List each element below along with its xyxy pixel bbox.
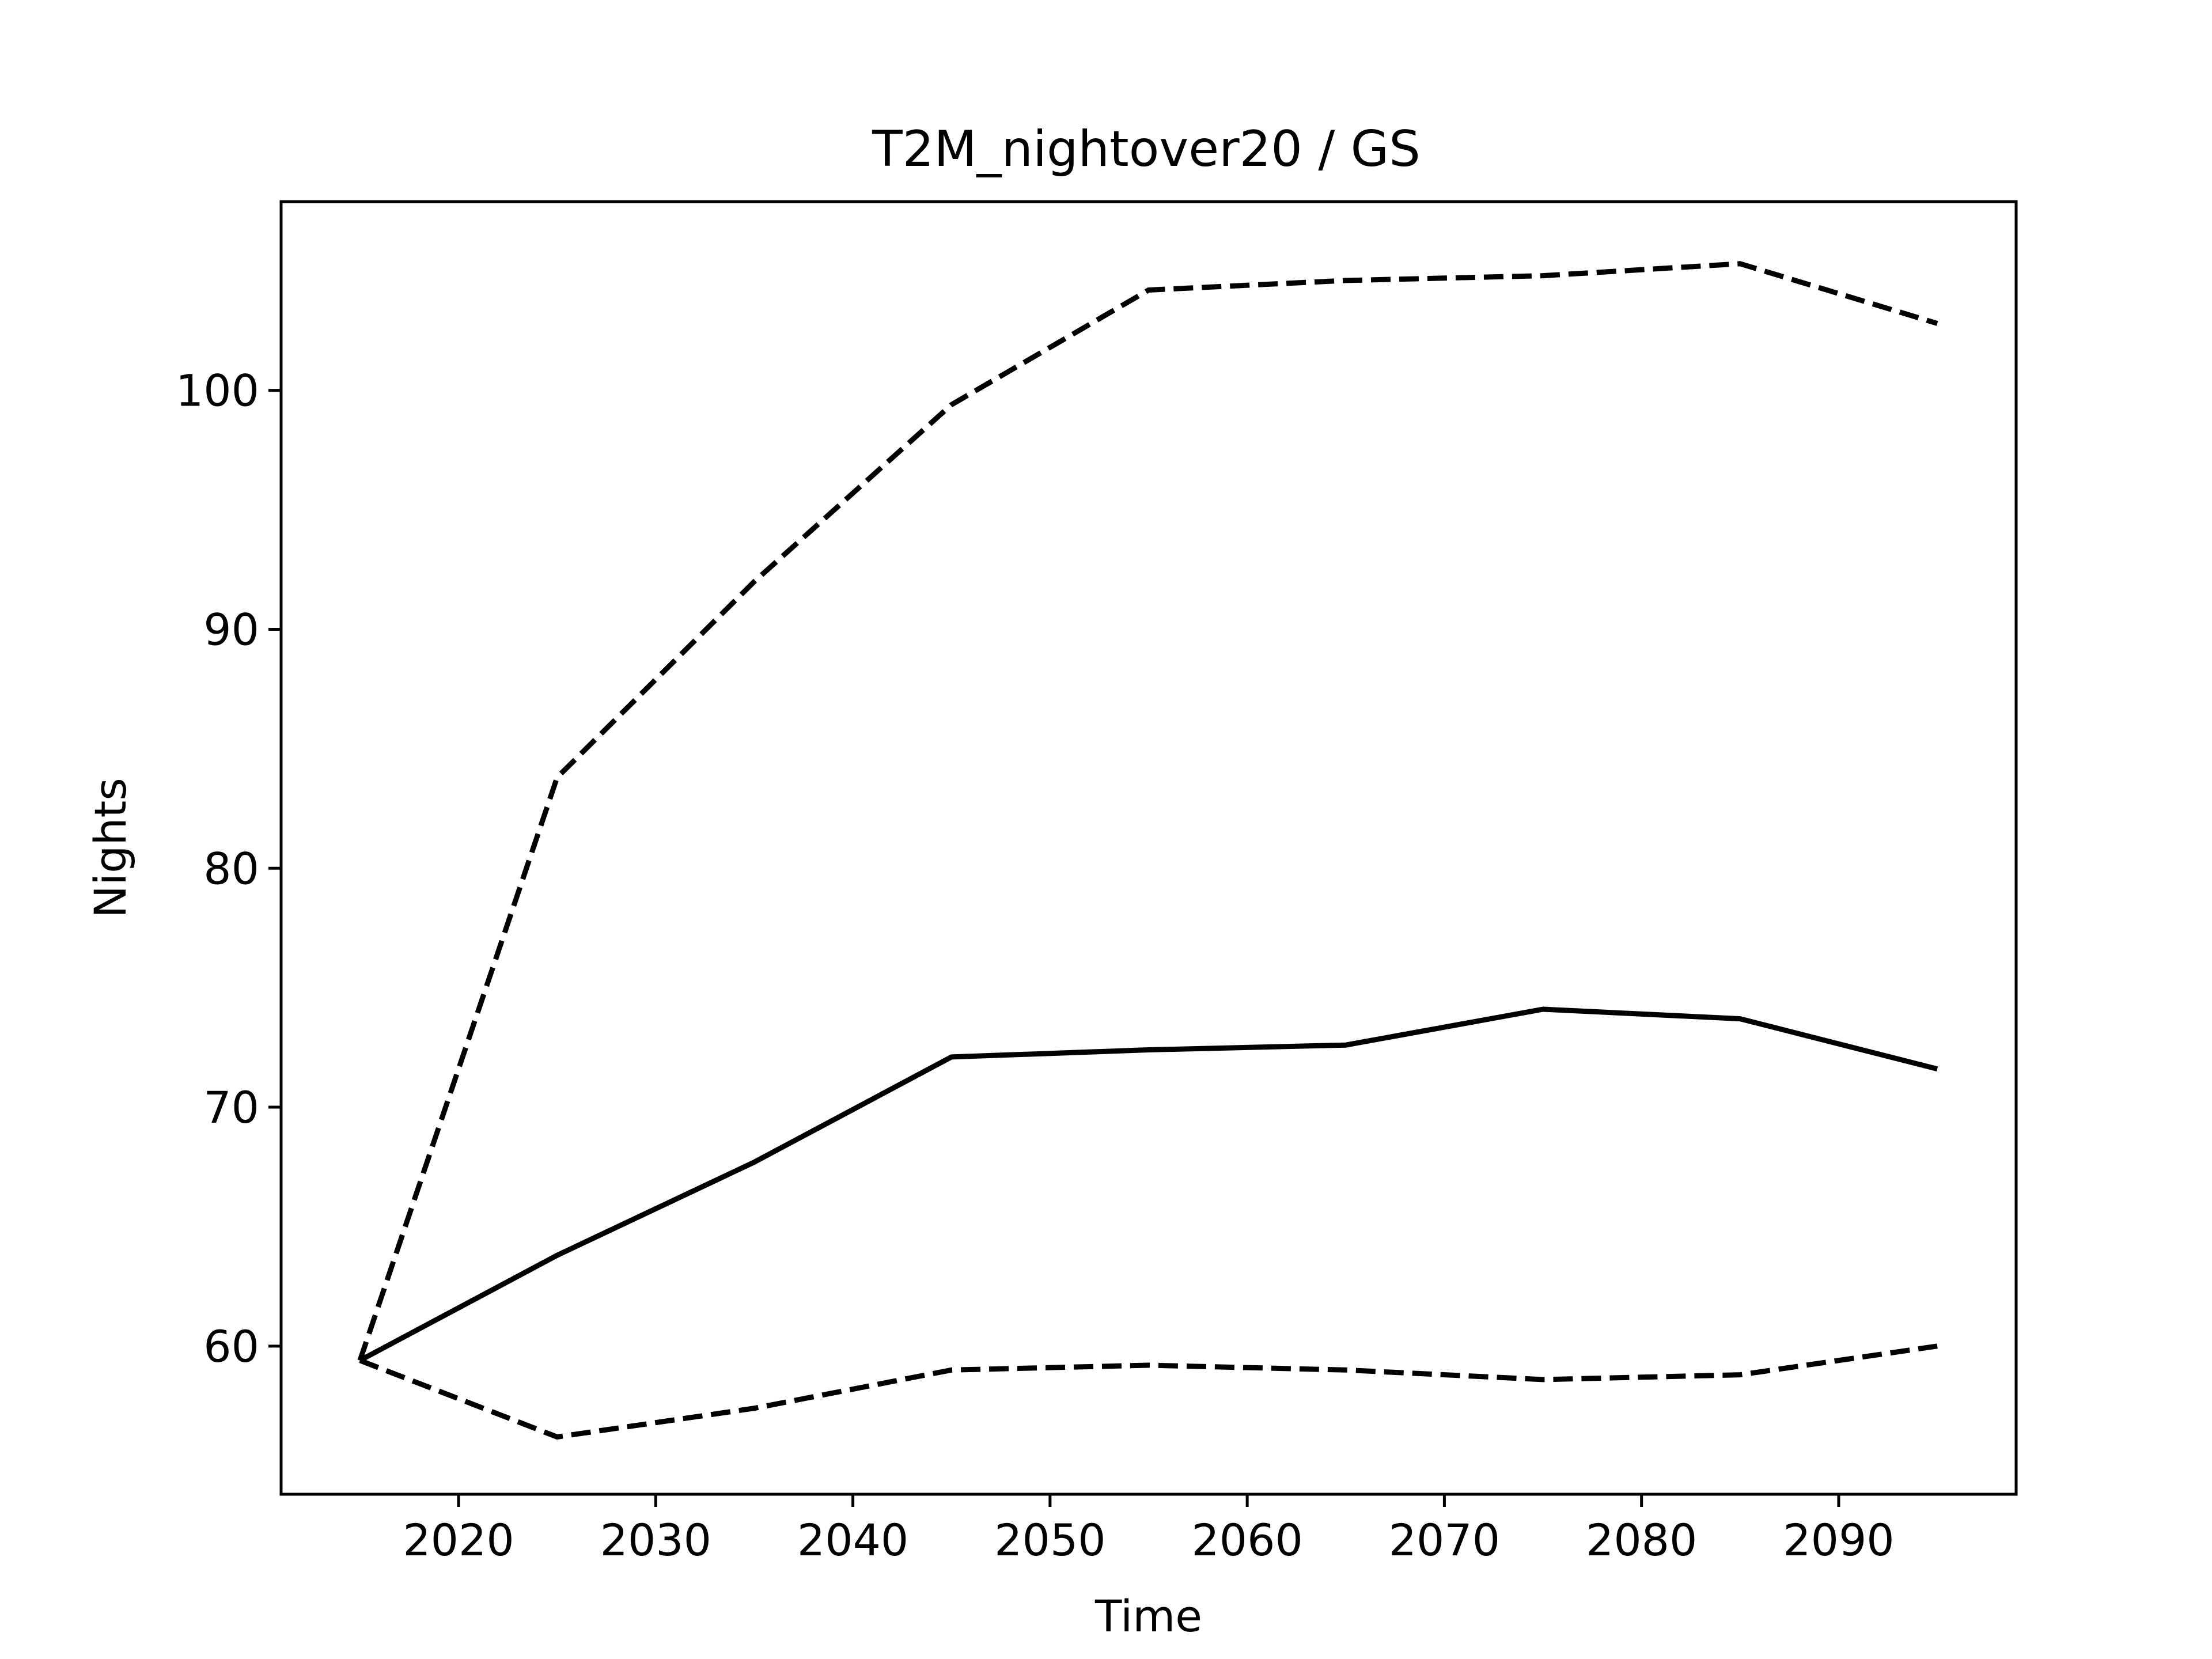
- y-axis-ticks: 60 70 80 90 100: [176, 365, 281, 1372]
- y-tick-label: 60: [203, 1321, 259, 1372]
- plot-area: [357, 261, 1938, 1440]
- x-tick-label: 2030: [600, 1514, 711, 1566]
- chart-title: T2M_nightover20 / GS: [872, 120, 1421, 178]
- plot-frame: [279, 200, 2018, 1496]
- x-tick-label: 2090: [1783, 1514, 1894, 1566]
- y-tick-label: 90: [203, 604, 259, 655]
- x-tick-label: 2040: [797, 1514, 908, 1566]
- x-tick-label: 2080: [1586, 1514, 1697, 1566]
- series-line-3: [359, 1343, 1938, 1440]
- y-tick-label: 70: [203, 1082, 259, 1133]
- x-axis-ticks: 2020 2030 2040 2050 2060 2070 2080 2090: [403, 1494, 1895, 1566]
- x-tick-label: 2060: [1191, 1514, 1302, 1566]
- x-tick-label: 2070: [1389, 1514, 1500, 1566]
- series-line-2: [358, 1006, 1938, 1363]
- x-tick-label: 2050: [994, 1514, 1105, 1566]
- y-tick-label: 80: [203, 843, 259, 894]
- x-axis-label: Time: [1094, 1590, 1202, 1642]
- y-tick-label: 100: [176, 365, 259, 416]
- x-tick-label: 2020: [403, 1514, 514, 1566]
- y-axis-label: Nights: [85, 778, 136, 918]
- series-line-1: [357, 261, 1938, 1362]
